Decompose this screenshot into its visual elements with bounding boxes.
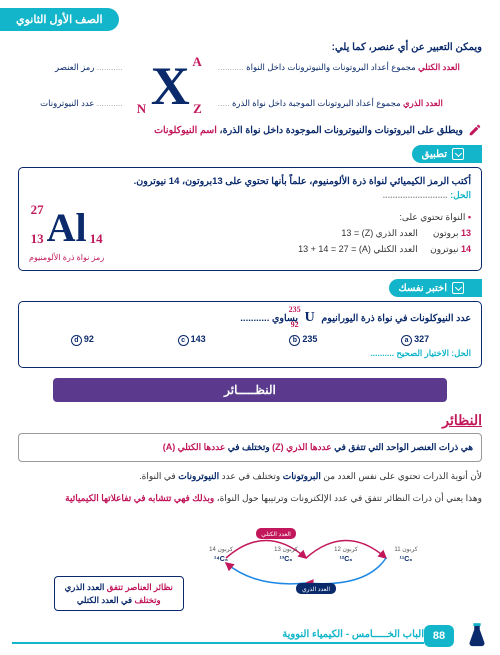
solution-list: • النواة تحتوي على: 13 بروتون العدد الذر… [118, 209, 471, 258]
diagram-caption: نظائر العناصر تتفق العدد الذري وتختلف في… [54, 576, 184, 612]
apply-question: أكتب الرمز الكيميائي لنواة ذرة الألومنيو… [29, 176, 471, 187]
isotopes-para2: وهذا يعني أن ذرات النظائر تتفق في عدد ال… [18, 490, 482, 506]
svg-text:كربون 14: كربون 14 [210, 546, 234, 553]
left-labels: العدد الكتلي مجموع أعداد البروتونات والن… [218, 61, 460, 110]
right-labels: ........... رمز العنصر ........... عدد ا… [40, 61, 123, 110]
self-tab: اختبر نفسك [18, 279, 482, 297]
svg-text:¹³C₆: ¹³C₆ [280, 556, 293, 563]
svg-text:¹¹C₆: ¹¹C₆ [400, 556, 413, 563]
self-question: عدد النيوكلونات في نواة ذرة اليورانيوم 2… [29, 310, 471, 326]
self-box: عدد النيوكلونات في نواة ذرة اليورانيوم 2… [18, 301, 482, 368]
mass-marker: A [192, 55, 201, 68]
isotopes-para1: لأن أنوية الذرات تحتوي على نفس العدد من … [18, 468, 482, 484]
option-b[interactable]: b235 [289, 334, 317, 346]
chapter-title: الباب الخـــــامس - الكيمياء النووية [12, 629, 424, 644]
svg-text:¹²C₆: ¹²C₆ [340, 556, 353, 563]
aluminum-symbol: Al 27 13 14 رمز نواة ذرة الألومنيوم [29, 204, 104, 262]
uranium-symbol: 235 92 U [305, 310, 315, 326]
correct-answer: الحل: الاختيار الصحيح .......... [29, 348, 471, 359]
page: الصف الأول الثانوي ويمكن التعبير عن أي ع… [0, 0, 500, 655]
nucleons-note: ويطلق على البروتونات والنيوترونات الموجو… [18, 123, 482, 137]
element-notation: العدد الكتلي مجموع أعداد البروتونات والن… [18, 59, 482, 113]
isotopes-banner: النظـــــائر [53, 378, 447, 402]
carbon-isotopes-diagram: ¹⁴C₆ ¹³C₆ ¹²C₆ ¹¹C₆ كربون 14 كربون 13 كربون 1… [18, 513, 482, 612]
pencil-icon [468, 123, 482, 137]
isotopes-definition: هي ذرات العنصر الواحد التي تتفق في عددها… [18, 433, 482, 462]
svg-text:كربون 12: كربون 12 [335, 546, 359, 553]
isotopes-heading: النظائر [18, 412, 482, 429]
page-number: 88 [424, 625, 454, 647]
options-row: d92 c143 b235 a327 [29, 334, 471, 346]
option-c[interactable]: c143 [178, 334, 206, 346]
checklist-icon [452, 148, 464, 160]
neutron-marker: N [137, 102, 146, 115]
svg-text:العدد الكتلي: العدد الكتلي [262, 531, 292, 538]
option-a[interactable]: a327 [401, 334, 429, 346]
atomic-marker: Z [193, 102, 202, 115]
svg-text:كربون 13: كربون 13 [275, 546, 299, 553]
option-d[interactable]: d92 [71, 334, 94, 346]
svg-text:¹⁴C₆: ¹⁴C₆ [214, 556, 228, 563]
apply-tab: تطبيق [18, 145, 482, 163]
svg-text:كربون 11: كربون 11 [395, 546, 418, 553]
grade-badge: الصف الأول الثانوي [0, 8, 119, 31]
svg-text:العدد الذري: العدد الذري [302, 586, 330, 593]
intro-text: ويمكن التعبير عن أي عنصر، كما يلي: [18, 42, 482, 53]
element-x: X A Z N [151, 59, 190, 113]
page-footer: 88 الباب الخـــــامس - الكيمياء النووية [0, 623, 500, 649]
apply-box: أكتب الرمز الكيميائي لنواة ذرة الألومنيو… [18, 167, 482, 271]
answer-label: الحل: .......................... [29, 190, 471, 201]
checklist-icon [452, 282, 464, 294]
flask-icon [466, 623, 488, 649]
